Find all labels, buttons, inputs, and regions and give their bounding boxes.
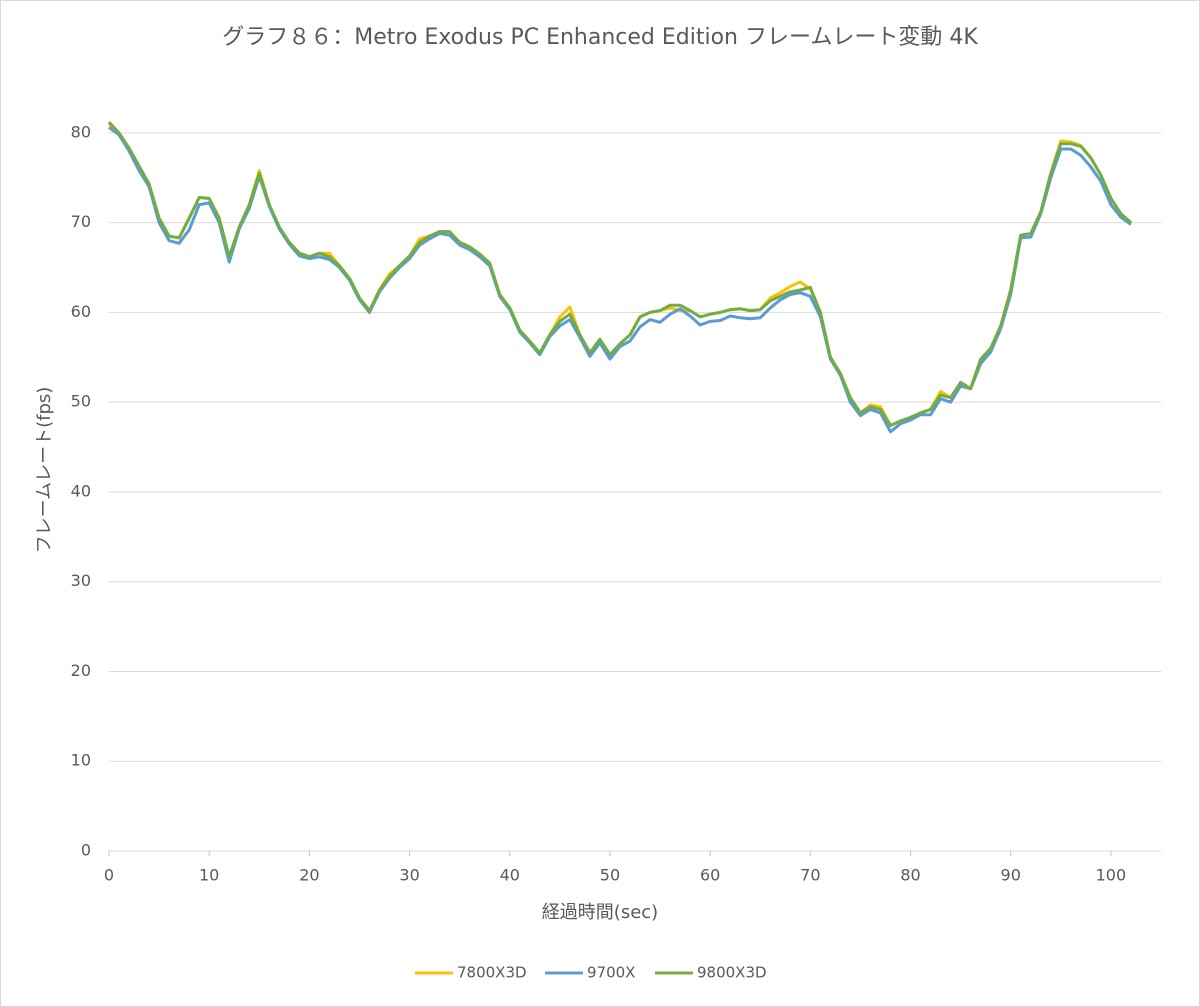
x-tick-label: 10	[199, 866, 219, 885]
y-tick-label: 0	[81, 841, 91, 860]
y-tick-label: 60	[71, 302, 91, 321]
x-tick-label: 100	[1096, 866, 1127, 885]
x-tick-label: 60	[700, 866, 720, 885]
x-tick-label: 20	[299, 866, 319, 885]
legend-label: 7800X3D	[457, 964, 527, 982]
y-tick-label: 70	[71, 212, 91, 231]
y-axis-title: フレームレート(fps)	[34, 387, 55, 554]
y-tick-label: 40	[71, 481, 91, 500]
y-tick-label: 30	[71, 571, 91, 590]
chart-title: グラフ８６：Metro Exodus PC Enhanced Edition フ…	[222, 25, 978, 50]
x-tick-label: 70	[800, 866, 820, 885]
x-tick-label: 30	[399, 866, 419, 885]
x-tick-label: 90	[1001, 866, 1021, 885]
legend-label: 9800X3D	[697, 964, 767, 982]
y-tick-label: 10	[71, 751, 91, 770]
x-tick-label: 80	[900, 866, 920, 885]
y-tick-label: 20	[71, 661, 91, 680]
x-tick-label: 40	[500, 866, 520, 885]
series-line	[107, 121, 1132, 427]
y-tick-label: 80	[71, 122, 91, 141]
y-tick-label: 50	[71, 392, 91, 411]
x-axis-title: 経過時間(sec)	[542, 902, 658, 923]
legend-label: 9700X	[587, 964, 635, 982]
x-tick-label: 50	[600, 866, 620, 885]
x-tick-label: 0	[104, 866, 114, 885]
